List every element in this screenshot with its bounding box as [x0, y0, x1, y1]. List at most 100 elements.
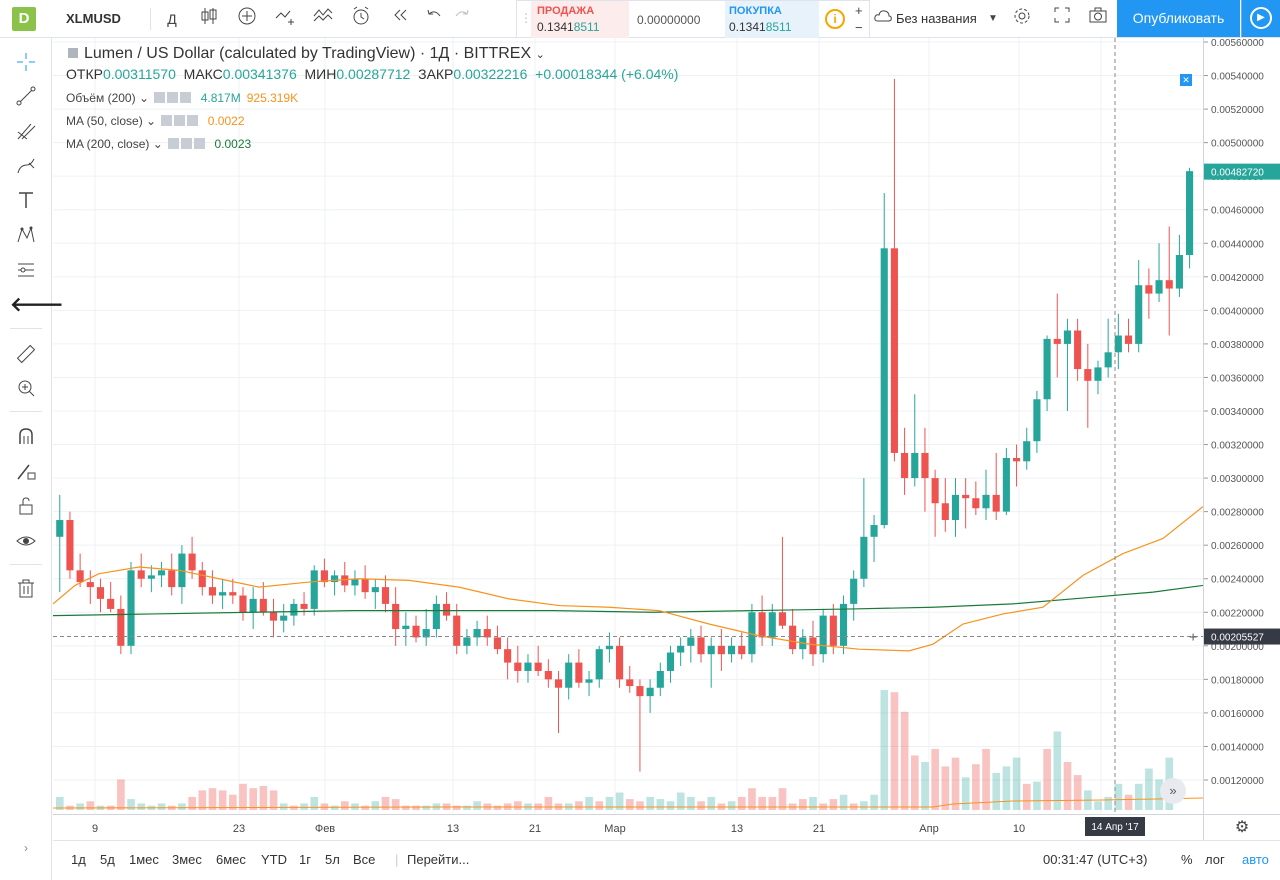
trend-line-icon[interactable]: [10, 82, 42, 110]
range-3m[interactable]: 3мес: [172, 852, 202, 867]
range-1d[interactable]: 1д: [71, 852, 86, 867]
range-1m[interactable]: 1мес: [129, 852, 159, 867]
crosshair-icon[interactable]: [10, 48, 42, 76]
eye-icon[interactable]: [154, 92, 166, 103]
candle-body: [76, 570, 84, 583]
percent-toggle[interactable]: %: [1181, 852, 1193, 867]
time-tick-label: 13: [731, 823, 743, 835]
candle-body: [392, 603, 400, 630]
logo[interactable]: D: [12, 7, 36, 31]
info-icon[interactable]: i: [825, 9, 845, 29]
range-1y[interactable]: 1г: [299, 852, 311, 867]
candle-body: [575, 662, 583, 683]
symbol-color-icon: [68, 48, 78, 58]
candle-body: [442, 603, 451, 616]
zoom-in-icon[interactable]: [10, 374, 42, 402]
candle-body: [86, 582, 94, 588]
range-ytd[interactable]: YTD: [261, 852, 287, 867]
pattern-icon[interactable]: [10, 221, 42, 249]
range-5y[interactable]: 5л: [325, 852, 340, 867]
indicators-icon[interactable]: [310, 6, 336, 32]
candle-body: [748, 612, 756, 655]
price-chart[interactable]: +: [53, 38, 1203, 814]
close-icon[interactable]: [194, 138, 206, 149]
toolbar-separator: [10, 328, 42, 329]
fullscreen-icon[interactable]: [1050, 6, 1074, 32]
candle-body: [1023, 441, 1031, 462]
unlock-icon[interactable]: [10, 492, 42, 520]
volume-bar: [259, 786, 268, 810]
publish-button[interactable]: Опубликовать: [1117, 0, 1240, 37]
text-icon[interactable]: [10, 186, 42, 214]
redo-icon[interactable]: [450, 6, 474, 32]
arrow-left-icon[interactable]: 🡐: [10, 294, 64, 316]
volume-bar: [921, 762, 929, 810]
volume-bar: [880, 690, 889, 810]
gear-icon[interactable]: [181, 138, 193, 149]
candle-body: [839, 603, 848, 646]
quantity-minus-button[interactable]: −: [855, 20, 863, 35]
brush-icon[interactable]: [10, 152, 42, 180]
lock-pencil-icon[interactable]: [10, 457, 42, 485]
interval-button[interactable]: Д: [167, 11, 177, 27]
undo-icon[interactable]: [422, 6, 446, 32]
clock[interactable]: 00:31:47 (UTC+3): [1043, 852, 1148, 867]
eye-icon[interactable]: [161, 115, 173, 126]
close-icon[interactable]: [187, 115, 199, 126]
eye-icon[interactable]: [168, 138, 180, 149]
volume-bar: [809, 796, 817, 810]
close-icon[interactable]: [180, 92, 192, 103]
layout-name[interactable]: Без названия: [896, 11, 977, 26]
ma200-indicator[interactable]: MA (200, close) ⌄ 0.0023: [66, 137, 252, 151]
ma50-indicator[interactable]: MA (50, close) ⌄ 0.0022: [66, 114, 245, 128]
gear-icon[interactable]: [174, 115, 186, 126]
flag-icon[interactable]: ✕: [1180, 74, 1192, 86]
collapse-icon[interactable]: ›: [24, 841, 28, 855]
time-tick-label: 9: [92, 823, 98, 835]
pitchfork-icon[interactable]: [10, 117, 42, 145]
scroll-to-end-button[interactable]: »: [1160, 778, 1186, 804]
fib-icon[interactable]: [10, 256, 42, 284]
play-button[interactable]: ▶: [1241, 0, 1280, 37]
range-5d[interactable]: 5д: [100, 852, 115, 867]
eye-icon[interactable]: [10, 527, 42, 555]
candle-body: [1175, 255, 1183, 289]
time-axis[interactable]: 923Фев1321Мар1321Апр101814 Апр '17: [53, 814, 1203, 840]
cloud-icon[interactable]: [872, 6, 894, 32]
alert-clock-icon[interactable]: [348, 6, 374, 32]
goto-date-button[interactable]: Перейти...: [407, 852, 470, 867]
replay-icon[interactable]: [388, 6, 412, 32]
volume-bar: [371, 801, 380, 810]
gear-icon[interactable]: [167, 92, 179, 103]
range-all[interactable]: Все: [353, 852, 376, 867]
price-axis[interactable]: 0.00560000 0.00540000 0.00520000 0.00500000…: [1203, 38, 1280, 814]
candle-body: [911, 452, 919, 479]
volume-bar: [463, 805, 471, 810]
volume-indicator[interactable]: Объём (200) ⌄ 4.817M 925.319K: [66, 91, 299, 105]
candles-icon[interactable]: [196, 6, 222, 32]
add-indicator-icon[interactable]: [234, 6, 260, 32]
volume-bar: [1063, 762, 1072, 810]
trash-icon[interactable]: [10, 574, 42, 602]
symbol-search[interactable]: XLMUSD: [66, 11, 121, 26]
magnet-icon[interactable]: [10, 423, 42, 451]
camera-icon[interactable]: [1086, 6, 1110, 32]
volume-bar: [208, 788, 217, 810]
auto-toggle[interactable]: авто: [1242, 852, 1269, 867]
candle-body: [56, 520, 64, 537]
candle-body: [157, 570, 166, 576]
chart-pane[interactable]: +: [53, 38, 1203, 814]
axis-settings-icon[interactable]: ⚙: [1203, 814, 1280, 840]
quantity-plus-button[interactable]: +: [855, 3, 863, 18]
log-toggle[interactable]: лог: [1205, 852, 1225, 867]
candle-body: [687, 637, 695, 646]
chevron-down-icon[interactable]: ▼: [988, 13, 998, 24]
symbol-title[interactable]: Lumen / US Dollar (calculated by Trading…: [66, 45, 545, 63]
ruler-icon[interactable]: [10, 340, 42, 368]
candle-body: [768, 612, 776, 638]
gear-icon[interactable]: [1010, 6, 1034, 32]
buy-button[interactable]: ПОКУПКА 0.13418511: [725, 1, 819, 38]
sell-button[interactable]: ПРОДАЖА 0.13418511: [531, 1, 629, 38]
compare-icon[interactable]: [272, 6, 298, 32]
range-6m[interactable]: 6мес: [216, 852, 246, 867]
